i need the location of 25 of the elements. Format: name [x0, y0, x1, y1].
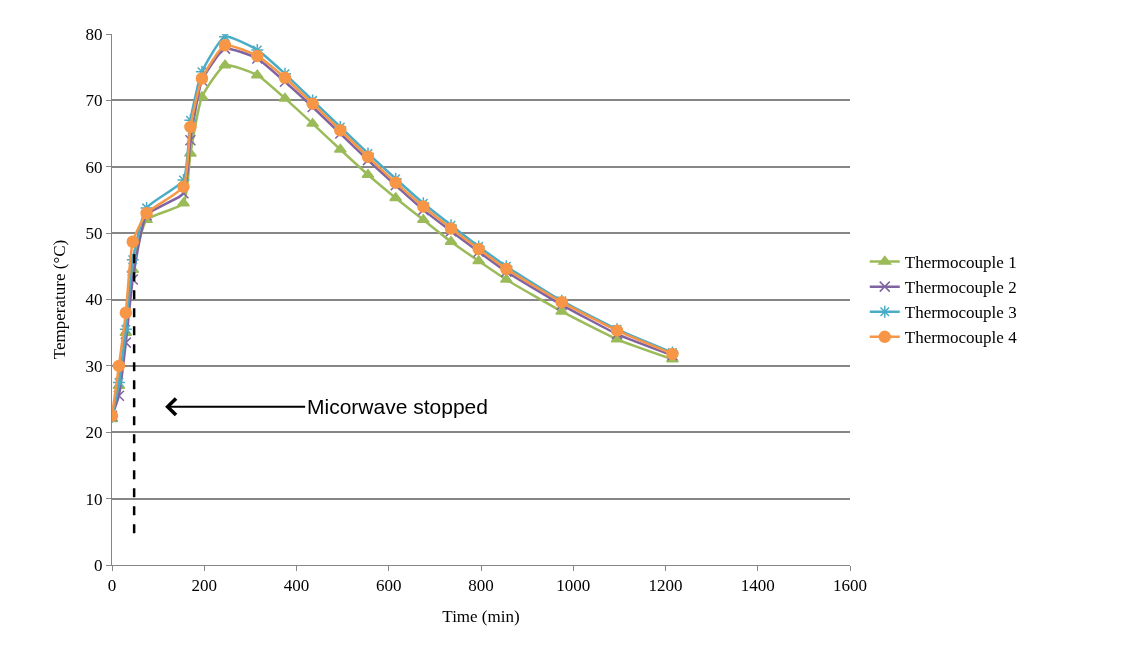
- y-tick-label: 70: [85, 91, 103, 111]
- legend-label: Thermocouple 2: [904, 278, 1017, 298]
- x-tick-label: 800: [468, 576, 494, 596]
- x-tick-label: 200: [191, 576, 217, 596]
- y-tick-label: 50: [85, 224, 103, 244]
- x-tick-label: 600: [376, 576, 402, 596]
- annotation: Micorwave stopped: [307, 395, 488, 418]
- x-tick-label: 1200: [648, 576, 683, 596]
- x-tick-label: 1400: [740, 576, 775, 596]
- legend-label: Thermocouple 4: [904, 328, 1018, 348]
- y-tick-label: 40: [85, 290, 103, 310]
- y-tick-label: 0: [94, 555, 103, 575]
- y-tick-label: 60: [85, 157, 103, 177]
- x-tick-label: 400: [283, 576, 310, 596]
- legend-label: Thermocouple 1: [904, 253, 1017, 273]
- y-tick-label: 10: [85, 489, 103, 509]
- x-tick-label: 1600: [833, 576, 867, 596]
- y-axis-title: Temperature (°C): [50, 239, 70, 360]
- x-tick-label: 1000: [556, 576, 591, 596]
- y-tick-label: 20: [85, 423, 103, 443]
- x-axis-title: Time (min): [442, 606, 520, 626]
- y-tick-label: 30: [85, 356, 103, 376]
- y-tick-label: 80: [85, 24, 103, 44]
- legend-label: Thermocouple 3: [904, 303, 1017, 323]
- x-tick-label: 0: [107, 576, 117, 596]
